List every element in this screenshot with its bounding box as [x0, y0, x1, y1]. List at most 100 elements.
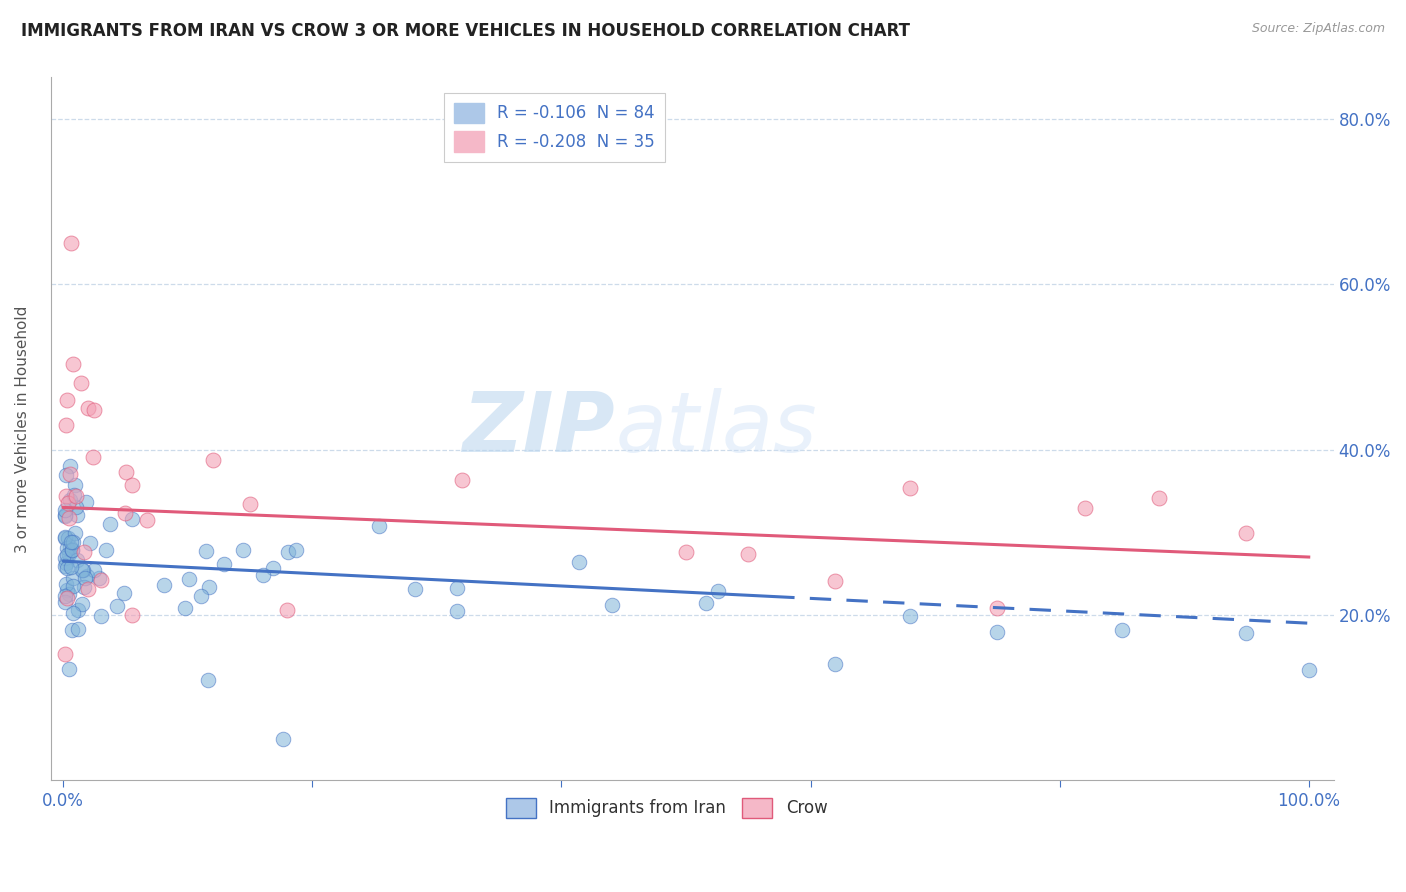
Point [174, 601, 197, 615]
Point [1298, 663, 1320, 677]
Point [73, 571, 96, 585]
Point [82, 450, 104, 464]
Point [73, 544, 96, 558]
Text: IMMIGRANTS FROM IRAN VS CROW 3 OR MORE VEHICLES IN HOUSEHOLD CORRELATION CHART: IMMIGRANTS FROM IRAN VS CROW 3 OR MORE V… [21, 22, 910, 40]
Point [177, 572, 200, 586]
Point [53, 530, 76, 544]
Point [98, 517, 121, 532]
Point [77, 582, 100, 597]
Point [737, 547, 759, 561]
Point [198, 580, 221, 594]
Point [1149, 491, 1171, 505]
Point [55, 541, 77, 555]
Point [252, 568, 274, 582]
Point [60, 624, 83, 638]
Point [65, 478, 87, 492]
Point [60, 559, 83, 574]
Point [60, 543, 83, 558]
Point [53, 589, 76, 603]
Point [62, 606, 84, 620]
Legend: Immigrants from Iran, Crow: Immigrants from Iran, Crow [499, 791, 834, 825]
Point [70, 597, 93, 611]
Point [83, 563, 105, 577]
Point [90, 573, 112, 587]
Point [79, 535, 101, 549]
Point [69, 376, 91, 390]
Point [201, 453, 224, 467]
Point [446, 581, 468, 595]
Point [368, 519, 391, 533]
Point [56, 531, 79, 545]
Point [87, 571, 110, 585]
Point [450, 473, 472, 487]
Point [58, 547, 80, 561]
Point [53, 531, 76, 545]
Point [66, 603, 89, 617]
Point [55, 591, 77, 605]
Point [96, 543, 118, 558]
Point [212, 557, 235, 571]
Point [276, 603, 298, 617]
Point [53, 509, 76, 524]
Point [898, 608, 921, 623]
Point [56, 583, 79, 598]
Point [824, 574, 846, 588]
Point [59, 467, 82, 481]
Point [60, 543, 83, 558]
Point [56, 548, 79, 562]
Point [136, 513, 159, 527]
Point [58, 662, 80, 676]
Point [59, 493, 82, 508]
Point [56, 561, 79, 575]
Point [446, 604, 468, 618]
Point [66, 508, 89, 522]
Point [53, 558, 76, 573]
Y-axis label: 3 or more Vehicles in Household: 3 or more Vehicles in Household [15, 305, 30, 552]
Point [675, 545, 697, 559]
Point [53, 595, 76, 609]
Point [62, 579, 84, 593]
Point [55, 556, 77, 570]
Point [55, 576, 77, 591]
Point [72, 563, 94, 577]
Point [63, 525, 86, 540]
Point [58, 587, 80, 601]
Point [1111, 623, 1133, 637]
Point [65, 489, 87, 503]
Point [53, 502, 76, 516]
Point [121, 477, 143, 491]
Point [53, 647, 76, 661]
Point [55, 417, 77, 432]
Point [114, 506, 136, 520]
Point [63, 488, 86, 502]
Point [197, 673, 219, 688]
Text: Source: ZipAtlas.com: Source: ZipAtlas.com [1251, 22, 1385, 36]
Point [73, 580, 96, 594]
Point [90, 609, 112, 624]
Point [232, 542, 254, 557]
Point [121, 512, 143, 526]
Point [695, 596, 717, 610]
Point [56, 392, 79, 407]
Point [194, 543, 217, 558]
Point [56, 496, 79, 510]
Point [1073, 501, 1095, 516]
Point [277, 545, 299, 559]
Point [65, 553, 87, 567]
Point [284, 542, 307, 557]
Point [898, 481, 921, 495]
Point [59, 535, 82, 549]
Point [83, 402, 105, 417]
Point [404, 582, 426, 596]
Point [262, 561, 284, 575]
Text: ZIP: ZIP [463, 388, 616, 469]
Point [706, 583, 728, 598]
Point [986, 600, 1008, 615]
Point [77, 401, 100, 416]
Point [153, 578, 176, 592]
Point [107, 599, 129, 613]
Point [602, 598, 624, 612]
Point [121, 607, 143, 622]
Point [66, 622, 89, 636]
Point [62, 571, 84, 585]
